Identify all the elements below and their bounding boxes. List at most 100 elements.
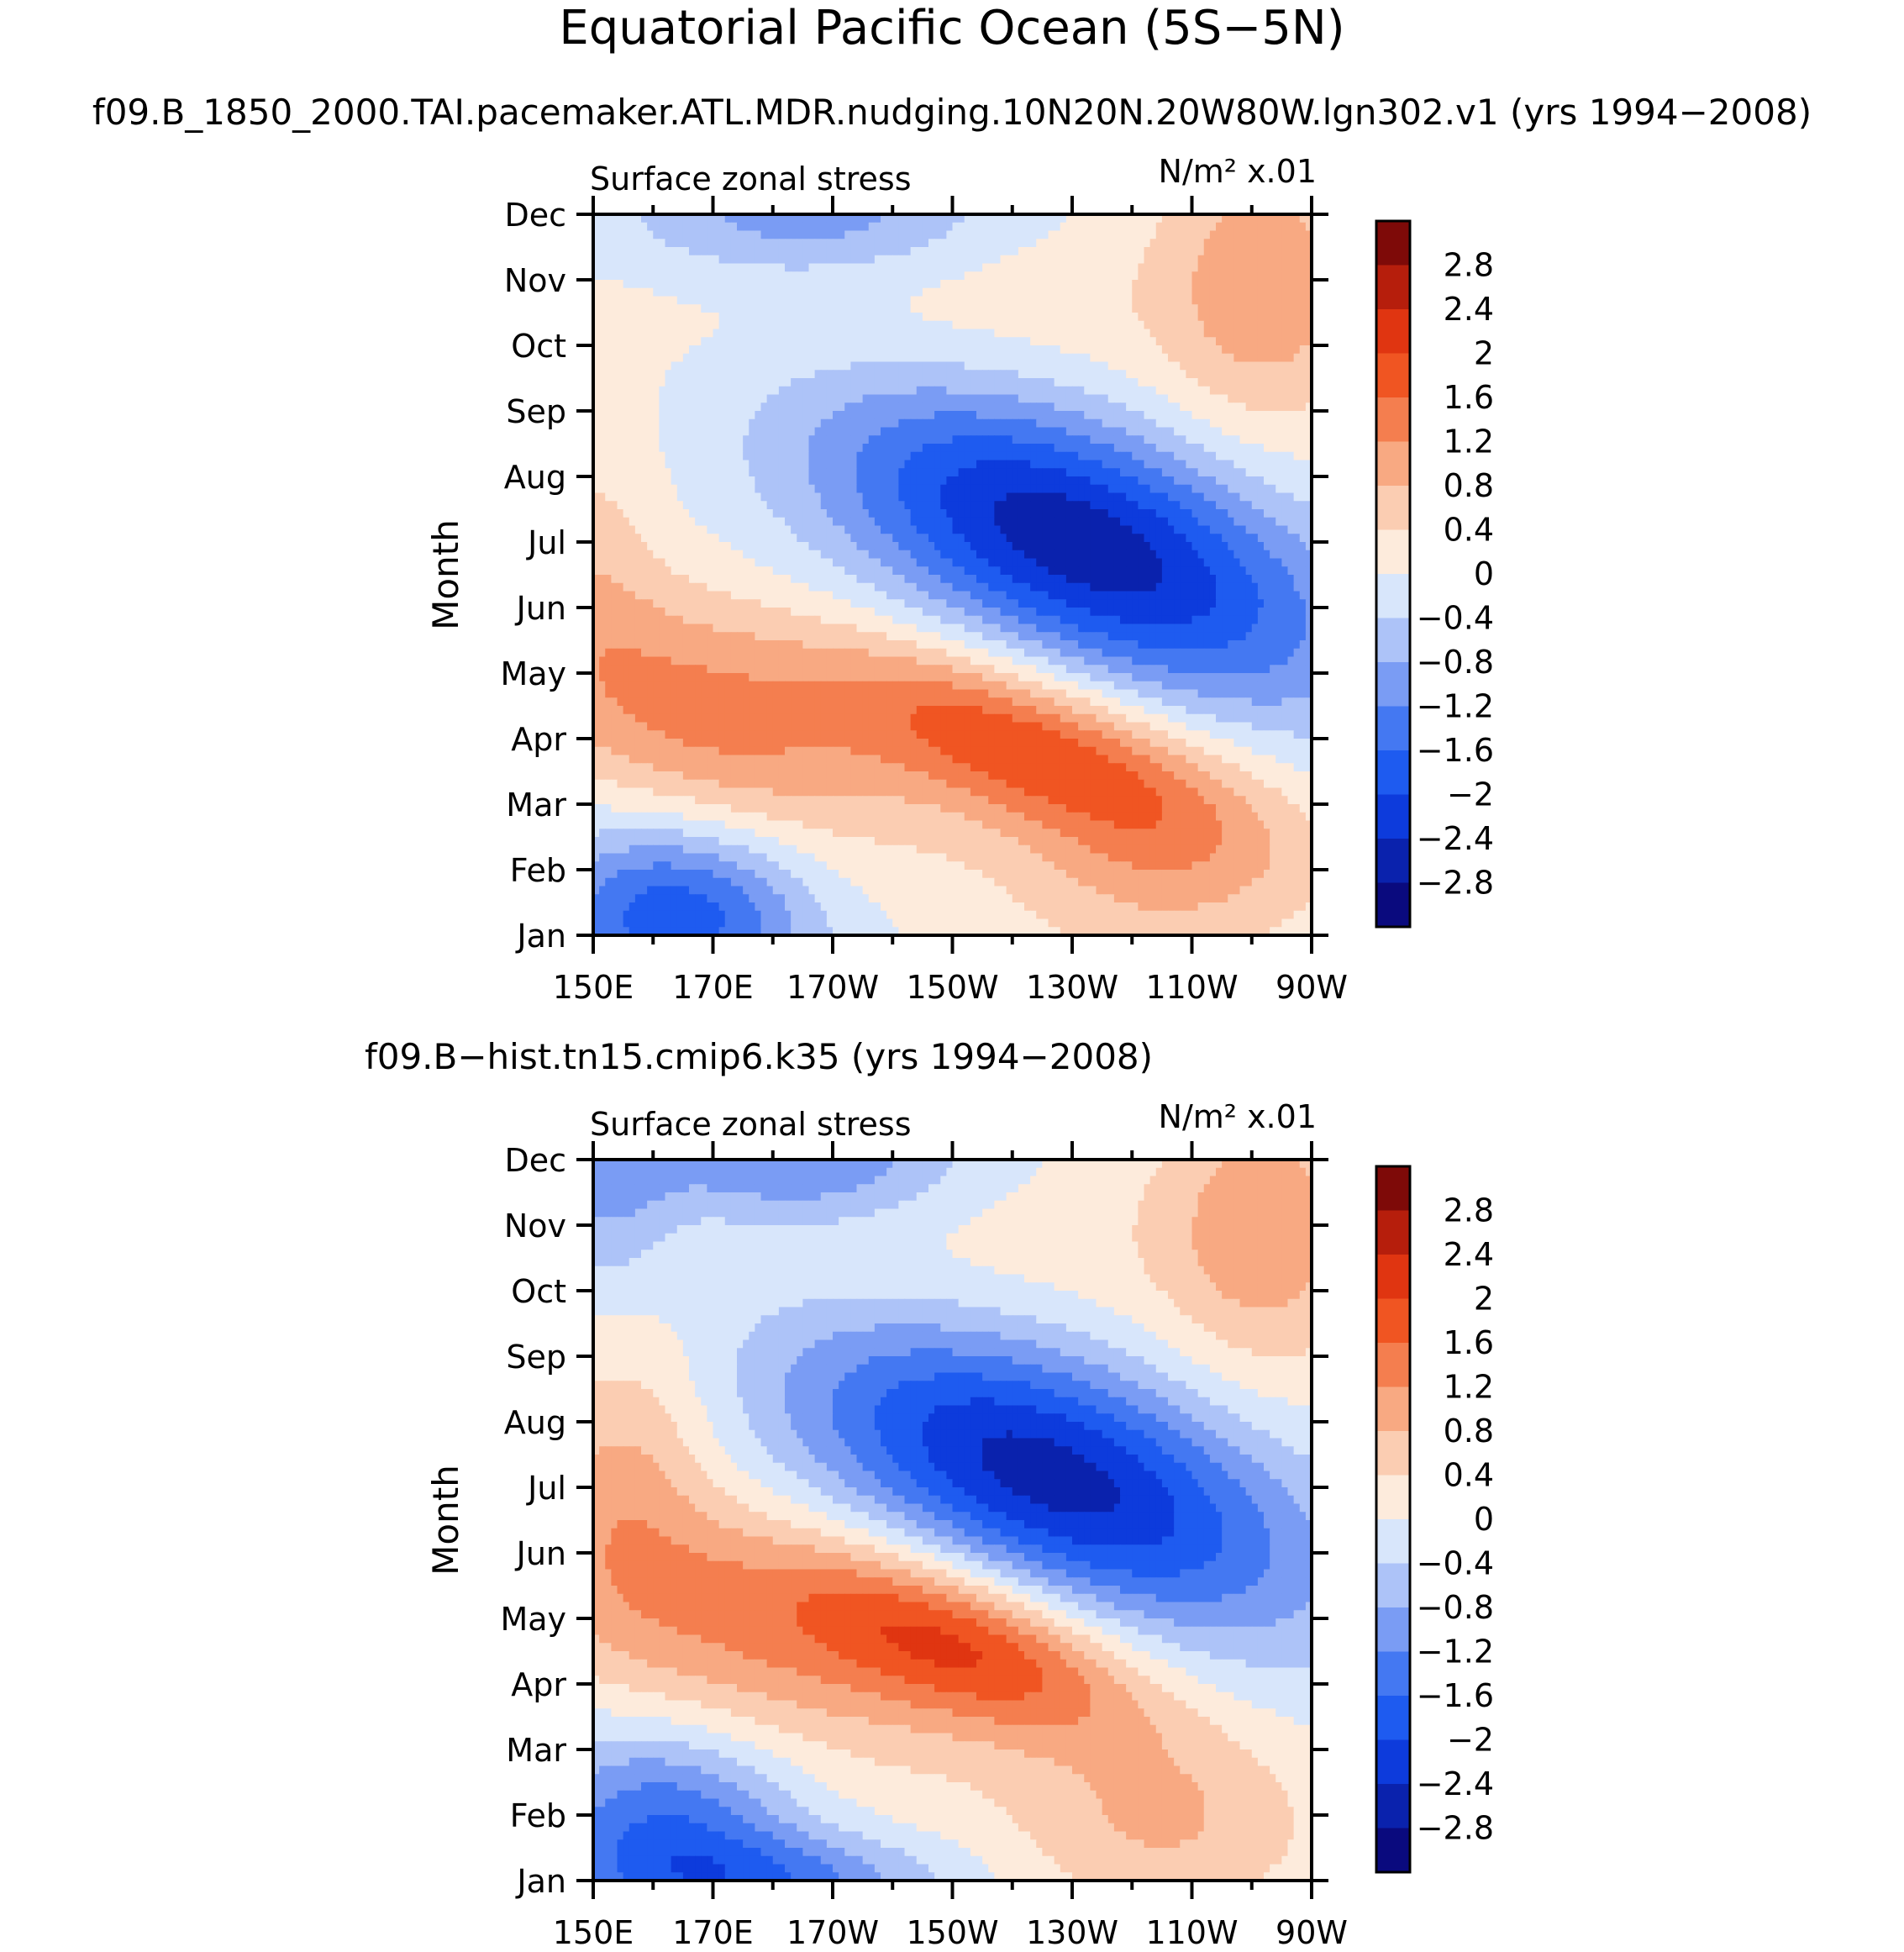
heatmap-cell bbox=[1264, 418, 1270, 429]
heatmap-cell bbox=[976, 304, 983, 313]
heatmap-cell bbox=[1275, 444, 1282, 453]
heatmap-cell bbox=[1054, 361, 1061, 371]
heatmap-cell bbox=[1084, 230, 1091, 239]
heatmap-cell bbox=[898, 427, 906, 436]
heatmap-cell bbox=[856, 534, 864, 543]
heatmap-cell bbox=[1293, 287, 1301, 297]
heatmap-cell bbox=[856, 271, 864, 281]
heatmap-cell bbox=[611, 337, 618, 346]
heatmap-cell bbox=[724, 263, 732, 272]
heatmap-cell bbox=[682, 370, 690, 379]
heatmap-cell bbox=[1102, 263, 1109, 272]
heatmap-cell bbox=[922, 492, 929, 502]
heatmap-cell bbox=[898, 394, 906, 403]
heatmap-cell bbox=[910, 517, 918, 527]
heatmap-cell bbox=[1161, 239, 1169, 248]
heatmap-cell bbox=[749, 320, 755, 330]
heatmap-cell bbox=[707, 313, 714, 322]
heatmap-cell bbox=[839, 263, 845, 272]
heatmap-cell bbox=[1161, 542, 1169, 551]
heatmap-cell bbox=[605, 484, 612, 494]
heatmap-cell bbox=[1012, 411, 1019, 420]
heatmap-cell bbox=[826, 378, 834, 387]
heatmap-cell bbox=[976, 320, 983, 330]
heatmap-cell bbox=[826, 263, 834, 272]
heatmap-cell bbox=[1149, 255, 1157, 265]
heatmap-cell bbox=[1281, 509, 1289, 518]
heatmap-cell bbox=[904, 534, 912, 543]
heatmap-cell bbox=[1107, 525, 1115, 534]
heatmap-cell bbox=[718, 427, 726, 436]
heatmap-cell bbox=[682, 451, 690, 461]
heatmap-cell bbox=[695, 451, 702, 461]
heatmap-cell bbox=[1072, 313, 1079, 322]
heatmap-cell bbox=[659, 435, 666, 445]
heatmap-cell bbox=[1096, 468, 1103, 477]
heatmap-cell bbox=[1251, 255, 1259, 265]
heatmap-cell bbox=[797, 517, 803, 527]
heatmap-cell bbox=[701, 320, 707, 330]
heatmap-cell bbox=[1216, 320, 1223, 330]
heatmap-cell bbox=[958, 353, 965, 363]
heatmap-cell bbox=[659, 353, 666, 363]
heatmap-cell bbox=[1144, 320, 1151, 330]
heatmap-cell bbox=[1245, 460, 1253, 469]
heatmap-cell bbox=[605, 525, 612, 534]
heatmap-cell bbox=[1144, 239, 1151, 248]
heatmap-cell bbox=[713, 247, 720, 256]
heatmap-cell bbox=[1012, 337, 1019, 346]
heatmap-cell bbox=[1090, 378, 1097, 387]
heatmap-cell bbox=[886, 287, 893, 297]
heatmap-cell bbox=[1096, 287, 1103, 297]
heatmap-cell bbox=[808, 378, 816, 387]
heatmap-cell bbox=[785, 460, 792, 469]
heatmap-cell bbox=[701, 411, 707, 420]
heatmap-cell bbox=[994, 214, 1002, 224]
heatmap-cell bbox=[707, 476, 714, 486]
heatmap-cell bbox=[599, 222, 606, 232]
heatmap-cell bbox=[1030, 320, 1037, 330]
heatmap-cell bbox=[1012, 361, 1019, 371]
heatmap-cell bbox=[593, 329, 600, 338]
heatmap-cell bbox=[599, 247, 606, 256]
heatmap-cell bbox=[1180, 517, 1186, 527]
heatmap-cell bbox=[1245, 378, 1253, 387]
heatmap-cell bbox=[868, 550, 876, 560]
heatmap-cell bbox=[671, 468, 678, 477]
heatmap-cell bbox=[1048, 255, 1055, 265]
heatmap-cell bbox=[1186, 271, 1193, 281]
heatmap-cell bbox=[701, 509, 707, 518]
heatmap-cell bbox=[892, 444, 899, 453]
heatmap-cell bbox=[671, 271, 678, 281]
heatmap-cell bbox=[988, 313, 995, 322]
heatmap-cell bbox=[641, 525, 648, 534]
heatmap-cell bbox=[1281, 427, 1289, 436]
heatmap-cell bbox=[1155, 468, 1163, 477]
heatmap-cell bbox=[778, 411, 786, 420]
heatmap-cell bbox=[1222, 287, 1228, 297]
heatmap-cell bbox=[707, 378, 714, 387]
heatmap-cell bbox=[593, 411, 600, 420]
heatmap-cell bbox=[881, 230, 887, 239]
heatmap-cell bbox=[881, 394, 887, 403]
heatmap-cell bbox=[839, 427, 845, 436]
heatmap-cell bbox=[833, 280, 839, 289]
heatmap-cell bbox=[1180, 280, 1186, 289]
heatmap-cell bbox=[1191, 255, 1199, 265]
heatmap-cell bbox=[718, 370, 726, 379]
heatmap-cell bbox=[797, 214, 803, 224]
heatmap-cell bbox=[1078, 287, 1085, 297]
heatmap-cell bbox=[898, 542, 906, 551]
heatmap-cell bbox=[718, 403, 726, 412]
heatmap-cell bbox=[676, 418, 684, 429]
heatmap-cell bbox=[1096, 501, 1103, 510]
heatmap-cell bbox=[820, 444, 828, 453]
heatmap-cell bbox=[892, 370, 899, 379]
heatmap-cell bbox=[641, 476, 648, 486]
heatmap-cell bbox=[1264, 517, 1270, 527]
heatmap-cell bbox=[665, 492, 672, 502]
heatmap-cell bbox=[1036, 476, 1043, 486]
heatmap-cell bbox=[1197, 255, 1205, 265]
heatmap-cell bbox=[1275, 280, 1282, 289]
heatmap-cell bbox=[928, 525, 935, 534]
